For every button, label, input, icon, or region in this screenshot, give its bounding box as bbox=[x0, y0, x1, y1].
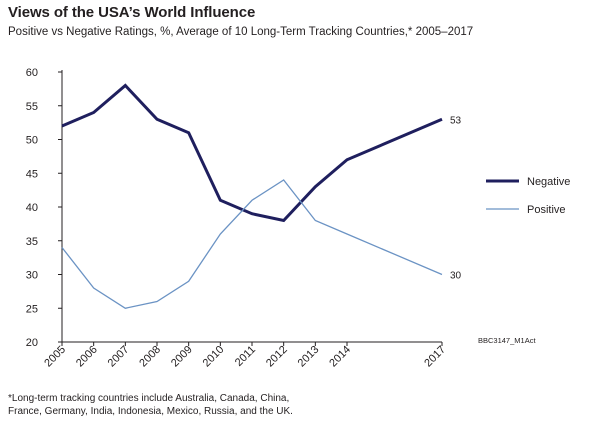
y-tick-label-25: 25 bbox=[26, 303, 38, 315]
y-tick-label-35: 35 bbox=[26, 236, 38, 248]
footnote-line-2: France, Germany, India, Indonesia, Mexic… bbox=[8, 406, 293, 417]
x-tick-label-2014: 2014 bbox=[327, 344, 353, 370]
series-line-positive bbox=[61, 179, 443, 309]
y-tick-label-30: 30 bbox=[26, 270, 38, 282]
y-tick-label-45: 45 bbox=[26, 168, 38, 180]
legend-label-negative: Negative bbox=[527, 176, 570, 188]
end-label-positive: 30 bbox=[450, 271, 462, 282]
footnote: *Long-term tracking countries include Au… bbox=[8, 392, 428, 418]
y-tick-label-60: 60 bbox=[26, 67, 38, 79]
x-tick-label-2013: 2013 bbox=[296, 344, 322, 370]
chart-subtitle: Positive vs Negative Ratings, %, Average… bbox=[8, 26, 474, 38]
y-tick-label-20: 20 bbox=[26, 337, 38, 349]
x-tick-label-2011: 2011 bbox=[233, 344, 258, 369]
y-tick-label-40: 40 bbox=[26, 202, 38, 214]
source-code: BBC3147_M1Act bbox=[478, 336, 536, 345]
y-tick-label-50: 50 bbox=[26, 135, 38, 147]
x-tick-label-2005: 2005 bbox=[42, 344, 68, 370]
x-tick-label-2008: 2008 bbox=[137, 344, 163, 370]
x-tick-label-2010: 2010 bbox=[201, 344, 227, 370]
x-tick-label-2006: 2006 bbox=[74, 344, 100, 370]
x-tick-label-2017: 2017 bbox=[422, 344, 448, 370]
x-tick-label-2009: 2009 bbox=[169, 344, 195, 370]
end-label-negative: 53 bbox=[450, 115, 462, 126]
y-tick-label-55: 55 bbox=[26, 101, 38, 113]
chart-title: Views of the USA’s World Influence bbox=[8, 4, 256, 21]
legend-label-positive: Positive bbox=[527, 204, 566, 216]
x-tick-label-2012: 2012 bbox=[264, 344, 290, 370]
footnote-line-1: *Long-term tracking countries include Au… bbox=[8, 393, 290, 404]
x-tick-label-2007: 2007 bbox=[106, 344, 132, 370]
